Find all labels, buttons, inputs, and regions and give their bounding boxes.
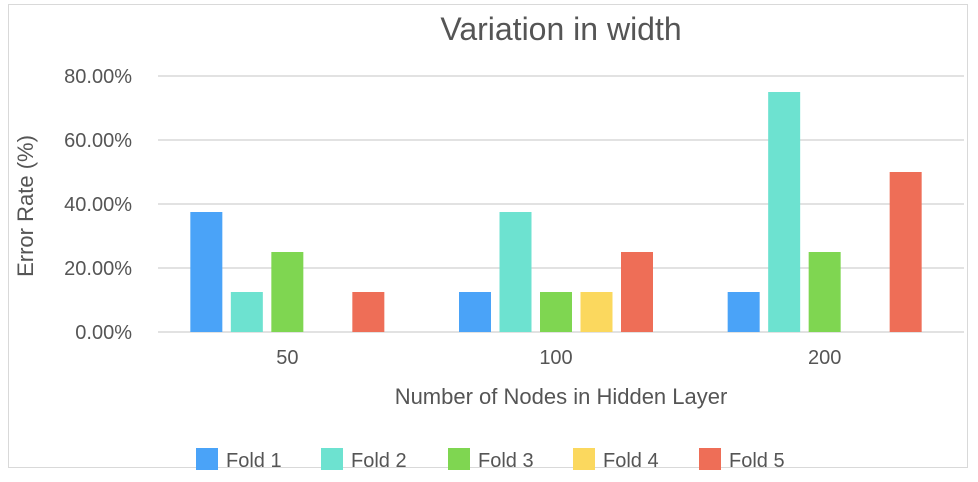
x-tick-label: 50 [276, 347, 298, 369]
x-tick-label: 100 [539, 347, 572, 369]
y-tick-label: 40.00% [64, 194, 132, 216]
bar-fold-1-50 [190, 212, 223, 332]
legend-label: Fold 2 [351, 450, 407, 472]
y-axis-ticks: 0.00% 20.00% 40.00% 60.00% 80.00% [64, 66, 132, 344]
bar-fold-5-50 [352, 292, 385, 332]
y-tick-label: 0.00% [75, 322, 132, 344]
chart-frame [8, 4, 968, 468]
legend: Fold 1 Fold 2 Fold 3 Fold 4 Fold 5 [196, 448, 785, 472]
legend-label: Fold 5 [729, 450, 785, 472]
y-tick-label: 80.00% [64, 66, 132, 88]
y-tick-label: 20.00% [64, 258, 132, 280]
bar-fold-5-200 [889, 172, 922, 332]
bar-fold-3-200 [808, 252, 841, 332]
x-tick-label: 200 [808, 347, 841, 369]
bar-fold-3-100 [540, 292, 572, 332]
legend-label: Fold 1 [226, 450, 282, 472]
bar-fold-1-100 [459, 292, 491, 332]
bars [190, 92, 922, 332]
bar-fold-5-100 [621, 252, 653, 332]
bar-fold-2-200 [768, 92, 801, 332]
y-axis-label: Error Rate (%) [13, 135, 38, 277]
legend-label: Fold 4 [603, 450, 659, 472]
legend-swatch [321, 448, 343, 470]
bar-fold-4-100 [580, 292, 613, 332]
legend-swatch [196, 448, 218, 470]
y-tick-label: 60.00% [64, 130, 132, 152]
legend-swatch [573, 448, 595, 470]
bar-fold-2-100 [499, 212, 532, 332]
bar-fold-2-50 [230, 292, 263, 332]
legend-swatch [699, 448, 721, 470]
x-axis-label: Number of Nodes in Hidden Layer [395, 384, 728, 409]
chart-title: Variation in width [440, 11, 681, 47]
bar-fold-1-200 [727, 292, 760, 332]
legend-swatch [448, 448, 470, 470]
legend-label: Fold 3 [478, 450, 534, 472]
x-axis-ticks: 50 100 200 [276, 347, 841, 369]
bar-fold-3-50 [271, 252, 304, 332]
